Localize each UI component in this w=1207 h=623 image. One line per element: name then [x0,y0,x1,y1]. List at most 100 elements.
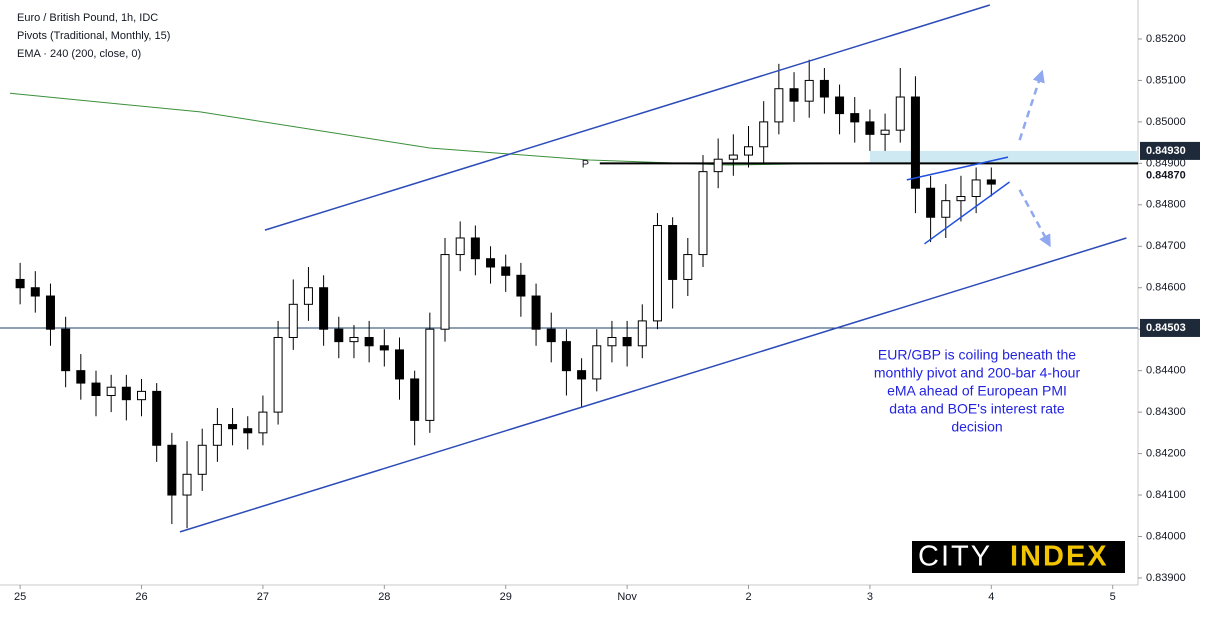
logo-city: CITY [918,541,992,573]
candle-body [425,328,435,421]
y-tick-label: 0.85200 [1146,33,1186,45]
candle-body [228,424,238,430]
candle-body [410,378,420,421]
chart-subtitle: Pivots (Traditional, Monthly, 15) [17,30,170,42]
candle-body [607,336,617,347]
candle-body [197,444,207,475]
x-tick-label: 28 [378,591,390,603]
candle-body [637,320,647,347]
x-tick-label: 2 [745,591,751,603]
y-tick-label: 0.84200 [1146,447,1186,459]
candle-body [926,187,936,218]
candle-body [394,349,404,380]
candle-body [45,295,55,330]
x-tick-label: 5 [1110,591,1116,603]
x-tick-label: 26 [135,591,147,603]
candle-body [121,386,131,401]
candle-body [865,121,875,135]
candle-body [243,428,253,434]
price-tag: 0.84870 [1146,170,1186,182]
candle-body [713,158,723,173]
candle-body [152,390,162,446]
candle-body [212,424,222,446]
candle-body [30,287,40,297]
x-tick-label: 4 [988,591,994,603]
price-tag-box [1140,318,1200,337]
trend-line [906,156,1009,181]
logo-box [912,541,1125,573]
candle-body [652,225,662,322]
candle-body [379,345,389,351]
candle-body [501,266,511,276]
y-tick-label: 0.84300 [1146,406,1186,418]
candle-body [895,96,905,131]
candle-body [273,336,283,413]
candle-body [592,345,602,380]
x-tick-label: 25 [14,591,26,603]
candle-body [971,179,981,198]
candle-body [804,79,814,102]
candle-body [258,411,268,434]
projection-arrow [1018,189,1051,248]
annotation-text: monthly pivot and 200-bar 4-hour [874,365,1081,381]
y-tick-label: 0.84600 [1146,282,1186,294]
candle-body [789,88,799,102]
x-tick-label: 3 [867,591,873,603]
price-tag: 0.84930 [1146,145,1186,157]
pivot-label: P [582,158,589,170]
annotation-text: data and BOE's interest rate [889,401,1065,417]
candle-body [319,287,329,330]
candle-body [455,237,465,256]
annotation-text: decision [951,419,1002,435]
price-tag-box [1140,141,1200,160]
trend-line [924,181,1010,245]
candle-body [470,237,480,260]
x-tick-label: Nov [617,591,637,603]
candle-body [698,171,708,256]
x-tick-label: 27 [257,591,269,603]
candle-body [303,287,313,305]
trend-line [179,237,1127,533]
candle-body [61,328,71,372]
candle-body [728,154,738,160]
candle-body [531,295,541,330]
y-tick-label: 0.84900 [1146,157,1186,169]
candle-body [516,274,526,297]
candle-body [910,96,920,189]
candle-body [91,382,101,397]
ema-legend: EMA · 240 (200, close, 0) [17,48,141,60]
candle-body [683,254,693,280]
candle-body [288,303,298,338]
candle-body [577,370,587,380]
y-tick-label: 0.84800 [1146,199,1186,211]
annotation-text: eMA ahead of European PMI [887,383,1067,399]
y-tick-label: 0.84100 [1146,489,1186,501]
candle-body [744,146,754,156]
price-tag: 0.84503 [1146,322,1186,334]
y-tick-label: 0.84000 [1146,530,1186,542]
candle-body [774,88,784,123]
candle-body [334,328,344,343]
candle-body [546,328,556,343]
candle-body [956,196,966,202]
candle-body [759,121,769,148]
candle-body [486,258,496,268]
candle-body [835,96,845,115]
trend-line [264,4,991,231]
candle-body [941,200,951,218]
candle-body [561,341,571,372]
y-tick-label: 0.83900 [1146,572,1186,584]
candle-body [349,336,359,343]
y-tick-label: 0.84700 [1146,240,1186,252]
y-tick-label: 0.85000 [1146,116,1186,128]
candle-body [668,225,678,280]
resistance-zone [869,150,1138,164]
candle-body [167,444,177,496]
chart-title: Euro / British Pound, 1h, IDC [17,12,158,24]
annotation-text: EUR/GBP is coiling beneath the [878,347,1076,363]
candle-body [850,113,860,123]
candle-body [440,254,450,330]
